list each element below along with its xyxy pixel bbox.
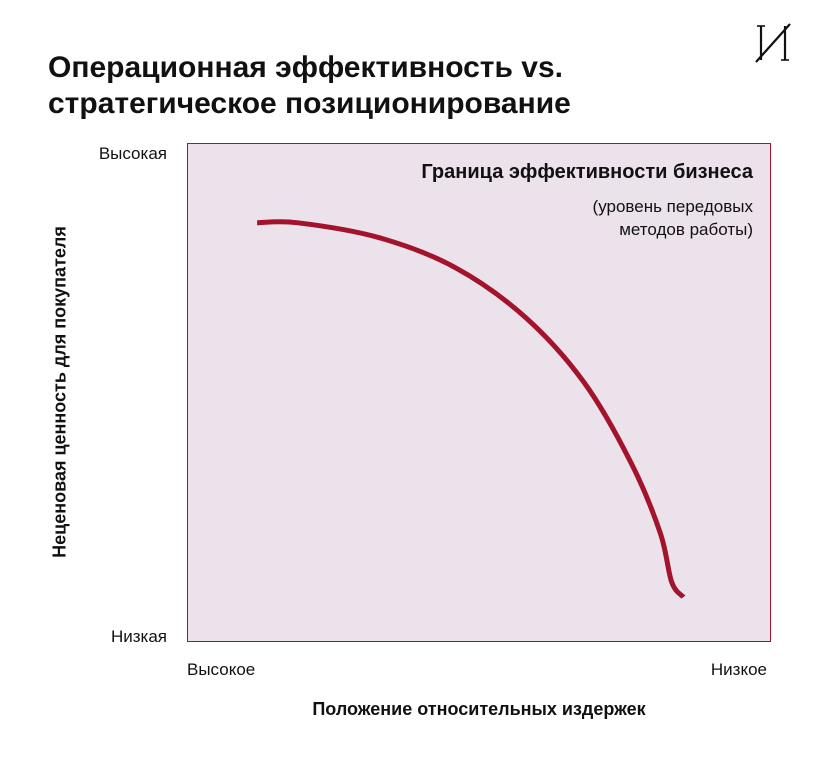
x-tick-high: Высокое — [187, 660, 256, 679]
y-tick-high: Высокая — [98, 144, 167, 163]
cyrillic-i-monogram-icon — [755, 23, 791, 63]
x-tick-low: Низкое — [710, 660, 767, 679]
efficiency-frontier-note: (уровень передовых методов работы) — [533, 195, 753, 241]
title-line-2: стратегическое позиционирование — [48, 87, 571, 120]
y-tick-low: Низкая — [110, 627, 167, 646]
x-axis-label: Положение относительных издержек — [312, 699, 646, 719]
note-line-1: (уровень передовых — [592, 197, 753, 216]
efficiency-frontier-chart — [257, 219, 686, 599]
efficiency-frontier-line — [257, 219, 686, 599]
logo-diagonal — [755, 23, 791, 63]
series-layer — [257, 219, 686, 599]
title-line-1: Операционная эффективность vs. — [48, 51, 563, 84]
plot-area — [187, 143, 771, 642]
chart-title: Операционная эффективность vs. стратегич… — [48, 50, 688, 122]
note-line-2: методов работы) — [619, 220, 753, 239]
y-axis-label: Неценовая ценность для покупателя — [49, 226, 70, 558]
efficiency-frontier-label: Граница эффективности бизнеса — [421, 161, 753, 183]
